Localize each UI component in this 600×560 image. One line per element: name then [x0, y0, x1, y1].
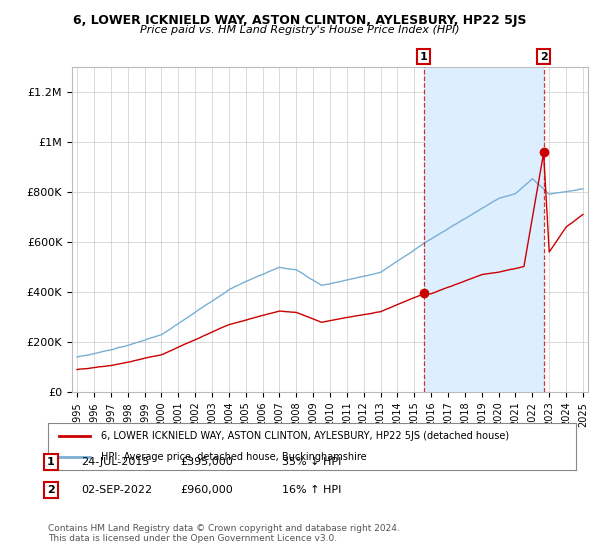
Text: 35% ↓ HPI: 35% ↓ HPI: [282, 457, 341, 467]
Text: 16% ↑ HPI: 16% ↑ HPI: [282, 485, 341, 495]
Text: 1: 1: [420, 52, 427, 62]
Text: Contains HM Land Registry data © Crown copyright and database right 2024.
This d: Contains HM Land Registry data © Crown c…: [48, 524, 400, 543]
Text: 24-JUL-2015: 24-JUL-2015: [81, 457, 149, 467]
Text: 2: 2: [540, 52, 548, 62]
Text: 02-SEP-2022: 02-SEP-2022: [81, 485, 152, 495]
Text: 6, LOWER ICKNIELD WAY, ASTON CLINTON, AYLESBURY, HP22 5JS (detached house): 6, LOWER ICKNIELD WAY, ASTON CLINTON, AY…: [101, 431, 509, 441]
Text: 6, LOWER ICKNIELD WAY, ASTON CLINTON, AYLESBURY, HP22 5JS: 6, LOWER ICKNIELD WAY, ASTON CLINTON, AY…: [73, 14, 527, 27]
Text: Price paid vs. HM Land Registry's House Price Index (HPI): Price paid vs. HM Land Registry's House …: [140, 25, 460, 35]
Bar: [424, 67, 544, 392]
Text: £960,000: £960,000: [180, 485, 233, 495]
Text: 2: 2: [47, 485, 55, 495]
Text: HPI: Average price, detached house, Buckinghamshire: HPI: Average price, detached house, Buck…: [101, 452, 367, 462]
Text: £395,000: £395,000: [180, 457, 233, 467]
Text: 1: 1: [47, 457, 55, 467]
